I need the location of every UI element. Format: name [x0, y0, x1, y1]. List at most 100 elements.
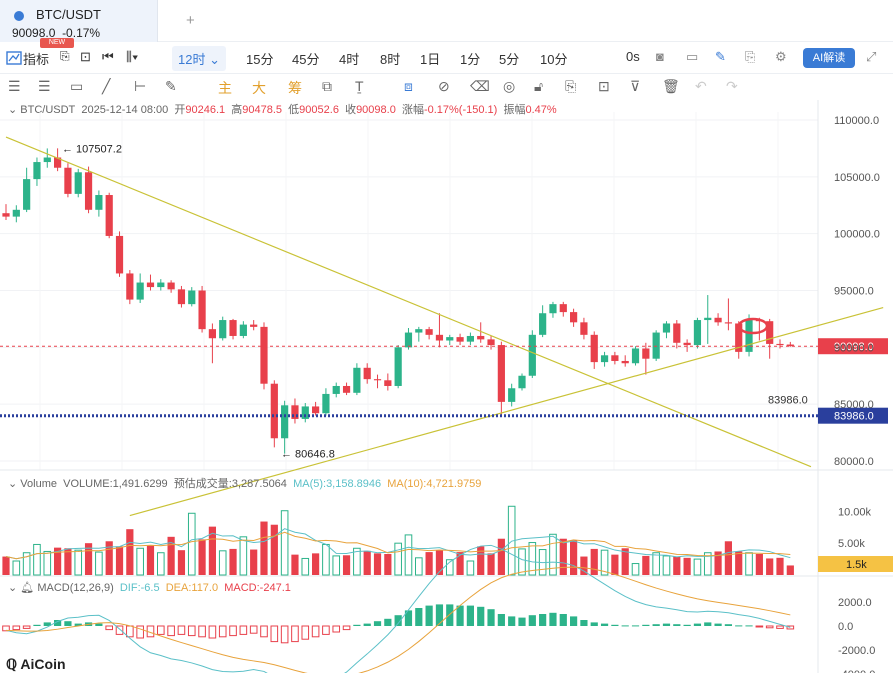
- lock-icon[interactable]: 🔓︎: [534, 78, 544, 94]
- template-icon[interactable]: ⎘: [60, 49, 70, 63]
- candle-body: [477, 335, 485, 340]
- volume-bar: [518, 548, 526, 576]
- volume-bar: [157, 552, 165, 576]
- alert-icon[interactable]: ⎘: [745, 49, 756, 64]
- undo-icon[interactable]: ↶: [695, 78, 707, 94]
- volume-bar: [538, 549, 547, 576]
- replay-icon[interactable]: ⏮: [102, 49, 114, 64]
- candle-body: [188, 290, 196, 305]
- candle-body: [508, 388, 516, 402]
- bell-icon[interactable]: 🔔︎: [20, 582, 35, 594]
- redo-icon[interactable]: ↷: [726, 78, 738, 94]
- macd-bar: [621, 625, 629, 627]
- draw-pen-icon[interactable]: ✎: [715, 49, 726, 64]
- candle-body: [2, 213, 10, 217]
- macd-bar: [724, 624, 732, 626]
- magnet-icon[interactable]: ⧈: [404, 78, 413, 94]
- symbol-tab[interactable]: BTC/USDT 90098.0 -0.17%: [0, 0, 158, 42]
- eraser-icon[interactable]: ⌫: [470, 78, 490, 94]
- candle-body: [64, 167, 72, 194]
- macd-bar: [198, 625, 206, 638]
- pencil-icon[interactable]: ✎: [165, 78, 177, 94]
- main-force-tool[interactable]: 主: [218, 80, 232, 96]
- text-icon[interactable]: Ṯ: [355, 78, 364, 94]
- candle-body: [384, 380, 392, 386]
- camera-icon[interactable]: ◙: [656, 49, 664, 64]
- trendline-icon[interactable]: ╱: [102, 78, 111, 94]
- interval-4h[interactable]: 4时: [339, 52, 360, 67]
- interval-15m[interactable]: 15分: [246, 52, 274, 67]
- big-order-tool[interactable]: 大: [252, 80, 266, 96]
- macd-bar: [177, 625, 186, 635]
- macd-bar: [714, 623, 722, 626]
- indicators-button[interactable]: 指标: [23, 52, 50, 67]
- candle-body: [590, 334, 598, 363]
- interval-select[interactable]: 12时 ⌄: [172, 46, 226, 71]
- hide-drawing-icon[interactable]: ⊡: [598, 78, 610, 94]
- candle-body: [704, 317, 712, 321]
- lines-icon[interactable]: ☰: [38, 78, 51, 94]
- split-icon[interactable]: ⊡: [80, 49, 91, 64]
- volume-bar: [466, 560, 475, 576]
- indicator-icon[interactable]: [6, 50, 22, 66]
- chart-type-icon[interactable]: ⫼▾: [126, 49, 139, 64]
- hline-icon[interactable]: ⊢: [134, 78, 147, 94]
- interval-10m[interactable]: 10分: [540, 52, 568, 67]
- add-tab-button[interactable]: +: [186, 12, 195, 29]
- candle-body: [281, 405, 289, 439]
- candle-body: [415, 329, 423, 333]
- macd-bar: [693, 623, 702, 626]
- volume-bar: [208, 526, 216, 575]
- drawing-toolbar: ☰ ☰ ▭ ╱ ⊢ ✎ 主 大 筹 ⧉ Ṯ ⧈ ⊘ ⌫ ◎ 🔓︎ ⎘ ⊡ ⊽ 🗑…: [0, 74, 893, 100]
- candle-body: [425, 329, 433, 335]
- volume-bar: [146, 545, 155, 575]
- collapse-icon[interactable]: ⌄: [8, 582, 18, 594]
- candle-body: [260, 326, 268, 384]
- ruler-icon[interactable]: ⊘: [438, 78, 450, 94]
- fullscreen-icon[interactable]: ⤢: [866, 49, 877, 64]
- candle-body: [373, 379, 382, 381]
- candle-body: [342, 385, 351, 393]
- candle-body: [198, 290, 206, 330]
- volume-bar: [198, 539, 206, 575]
- interval-5m[interactable]: 5分: [499, 52, 520, 67]
- rectangle-icon[interactable]: ▭: [70, 78, 84, 94]
- macd-axis-label: 0.0: [838, 621, 853, 633]
- collapse-icon[interactable]: ⌄: [8, 104, 18, 116]
- candle-body: [652, 332, 660, 359]
- menu-icon[interactable]: ☰: [8, 78, 21, 94]
- volume-bar: [126, 529, 134, 575]
- candle-body: [724, 322, 732, 324]
- macd-bar: [539, 614, 547, 626]
- tab-bar: BTC/USDT 90098.0 -0.17% +: [0, 0, 893, 42]
- delete-icon[interactable]: 🗑︎: [662, 78, 680, 94]
- volume-bar: [177, 550, 186, 575]
- interval-8h[interactable]: 8时: [380, 52, 401, 67]
- volume-bar: [260, 521, 268, 575]
- volume-bar: [105, 541, 113, 575]
- filter-icon[interactable]: ⊽: [630, 78, 641, 94]
- save-drawing-icon[interactable]: ⎘: [565, 78, 577, 94]
- macd-bar: [404, 610, 413, 626]
- volume-bar: [735, 551, 743, 575]
- interval-1d[interactable]: 1日: [420, 52, 441, 67]
- highlight-circle: [737, 317, 769, 335]
- interval-1m[interactable]: 1分: [460, 52, 481, 67]
- macd-bar: [311, 625, 320, 638]
- candle-body: [539, 313, 547, 335]
- volume-bar: [312, 553, 320, 575]
- layout-icon[interactable]: ▭: [686, 49, 699, 64]
- macd-bar: [570, 616, 578, 626]
- volume-bar: [301, 557, 310, 576]
- ai-analysis-button[interactable]: AI解读: [803, 48, 855, 68]
- volume-bar: [611, 554, 619, 575]
- fib-icon[interactable]: ⧉: [322, 78, 332, 94]
- settings-icon[interactable]: ⚙: [775, 49, 787, 64]
- macd-bar: [363, 623, 371, 626]
- interval-45m[interactable]: 45分: [292, 52, 320, 67]
- visibility-icon[interactable]: ◎: [503, 78, 516, 94]
- macd-bar: [559, 614, 567, 626]
- chip-tool[interactable]: 筹: [288, 80, 302, 96]
- collapse-icon[interactable]: ⌄: [8, 478, 18, 490]
- volume-bar: [683, 557, 691, 575]
